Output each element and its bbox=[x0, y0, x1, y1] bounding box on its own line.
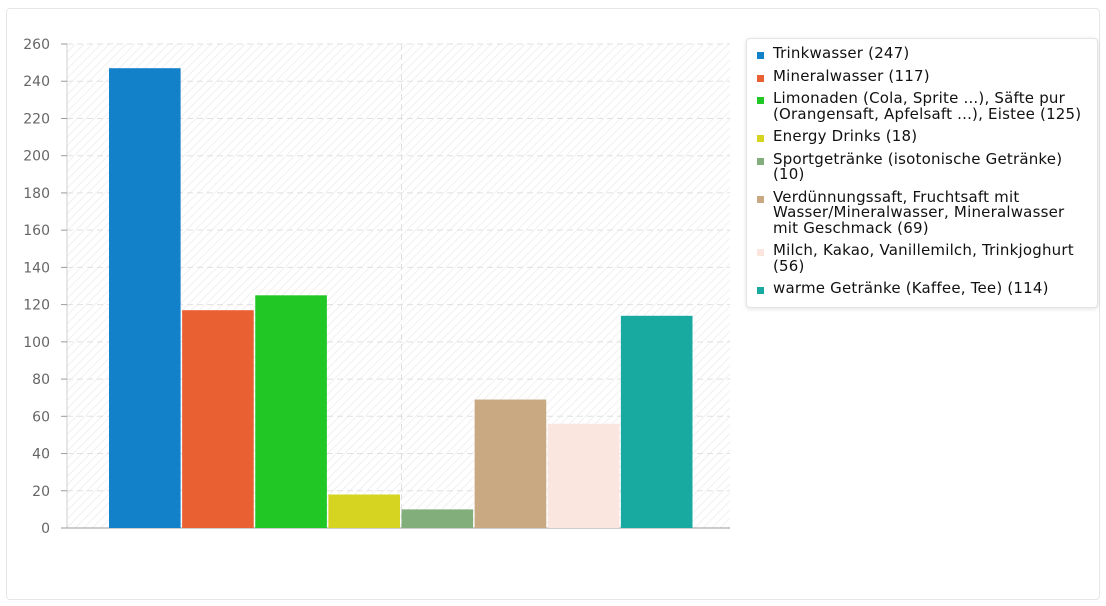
legend-item[interactable]: Sportgetränke (isotonische Getränke) (10… bbox=[757, 149, 1087, 183]
legend-item[interactable]: Energy Drinks (18) bbox=[757, 127, 1087, 145]
legend-label: Verdünnungssaft, Fruchtsaft mit Wasser/M… bbox=[773, 187, 1065, 237]
legend-swatch bbox=[757, 135, 764, 142]
y-tick-label: 180 bbox=[23, 186, 50, 202]
legend-swatch bbox=[757, 287, 764, 294]
legend-swatch bbox=[757, 157, 764, 165]
legend-item[interactable]: Milch, Kakao, Vanillemilch, Trinkjoghurt… bbox=[757, 241, 1087, 275]
bar[interactable] bbox=[401, 509, 474, 528]
y-tick-label: 240 bbox=[23, 74, 50, 90]
legend-item[interactable]: Trinkwasser (247) bbox=[757, 44, 1087, 62]
y-tick-label: 80 bbox=[32, 372, 50, 388]
chart-legend: Trinkwasser (247) Mineralwasser (117) Limo… bbox=[746, 38, 1098, 308]
legend-label: Mineralwasser (117) bbox=[773, 66, 930, 85]
bar[interactable] bbox=[474, 399, 547, 528]
legend-swatch bbox=[757, 195, 764, 203]
y-tick-label: 0 bbox=[41, 521, 50, 537]
legend-label: warme Getränke (Kaffee, Tee) (114) bbox=[773, 279, 1049, 297]
legend-swatch bbox=[757, 249, 764, 256]
legend-item[interactable]: Mineralwasser (117) bbox=[757, 66, 1087, 85]
bar[interactable] bbox=[328, 494, 400, 528]
legend-swatch bbox=[757, 52, 764, 59]
bar[interactable] bbox=[109, 68, 181, 528]
y-tick-label: 100 bbox=[23, 335, 50, 351]
bar[interactable] bbox=[620, 315, 693, 528]
y-tick-label: 160 bbox=[23, 223, 50, 239]
bar[interactable] bbox=[182, 310, 254, 528]
legend-label: Trinkwasser (247) bbox=[773, 44, 910, 62]
legend-label: Limonaden (Cola, Sprite ...), Säfte pur … bbox=[773, 89, 1082, 123]
y-tick-label: 40 bbox=[32, 447, 50, 463]
y-tick-label: 260 bbox=[23, 37, 50, 53]
legend-swatch bbox=[757, 74, 764, 82]
legend-label: Energy Drinks (18) bbox=[773, 127, 918, 145]
bar[interactable] bbox=[547, 423, 620, 528]
legend-swatch bbox=[757, 97, 764, 104]
y-tick-label: 140 bbox=[23, 260, 50, 276]
legend-label: Milch, Kakao, Vanillemilch, Trinkjoghurt… bbox=[773, 241, 1074, 275]
bar[interactable] bbox=[255, 295, 327, 528]
y-tick-label: 220 bbox=[23, 111, 50, 127]
y-tick-label: 20 bbox=[32, 484, 50, 500]
y-tick-label: 200 bbox=[23, 149, 50, 165]
legend-label: Sportgetränke (isotonische Getränke) (10… bbox=[773, 149, 1063, 183]
legend-item[interactable]: warme Getränke (Kaffee, Tee) (114) bbox=[757, 279, 1087, 297]
y-tick-label: 120 bbox=[23, 298, 50, 314]
legend-item[interactable]: Limonaden (Cola, Sprite ...), Säfte pur … bbox=[757, 89, 1087, 123]
y-tick-label: 60 bbox=[32, 409, 50, 425]
legend-item[interactable]: Verdünnungssaft, Fruchtsaft mit Wasser/M… bbox=[757, 187, 1087, 237]
